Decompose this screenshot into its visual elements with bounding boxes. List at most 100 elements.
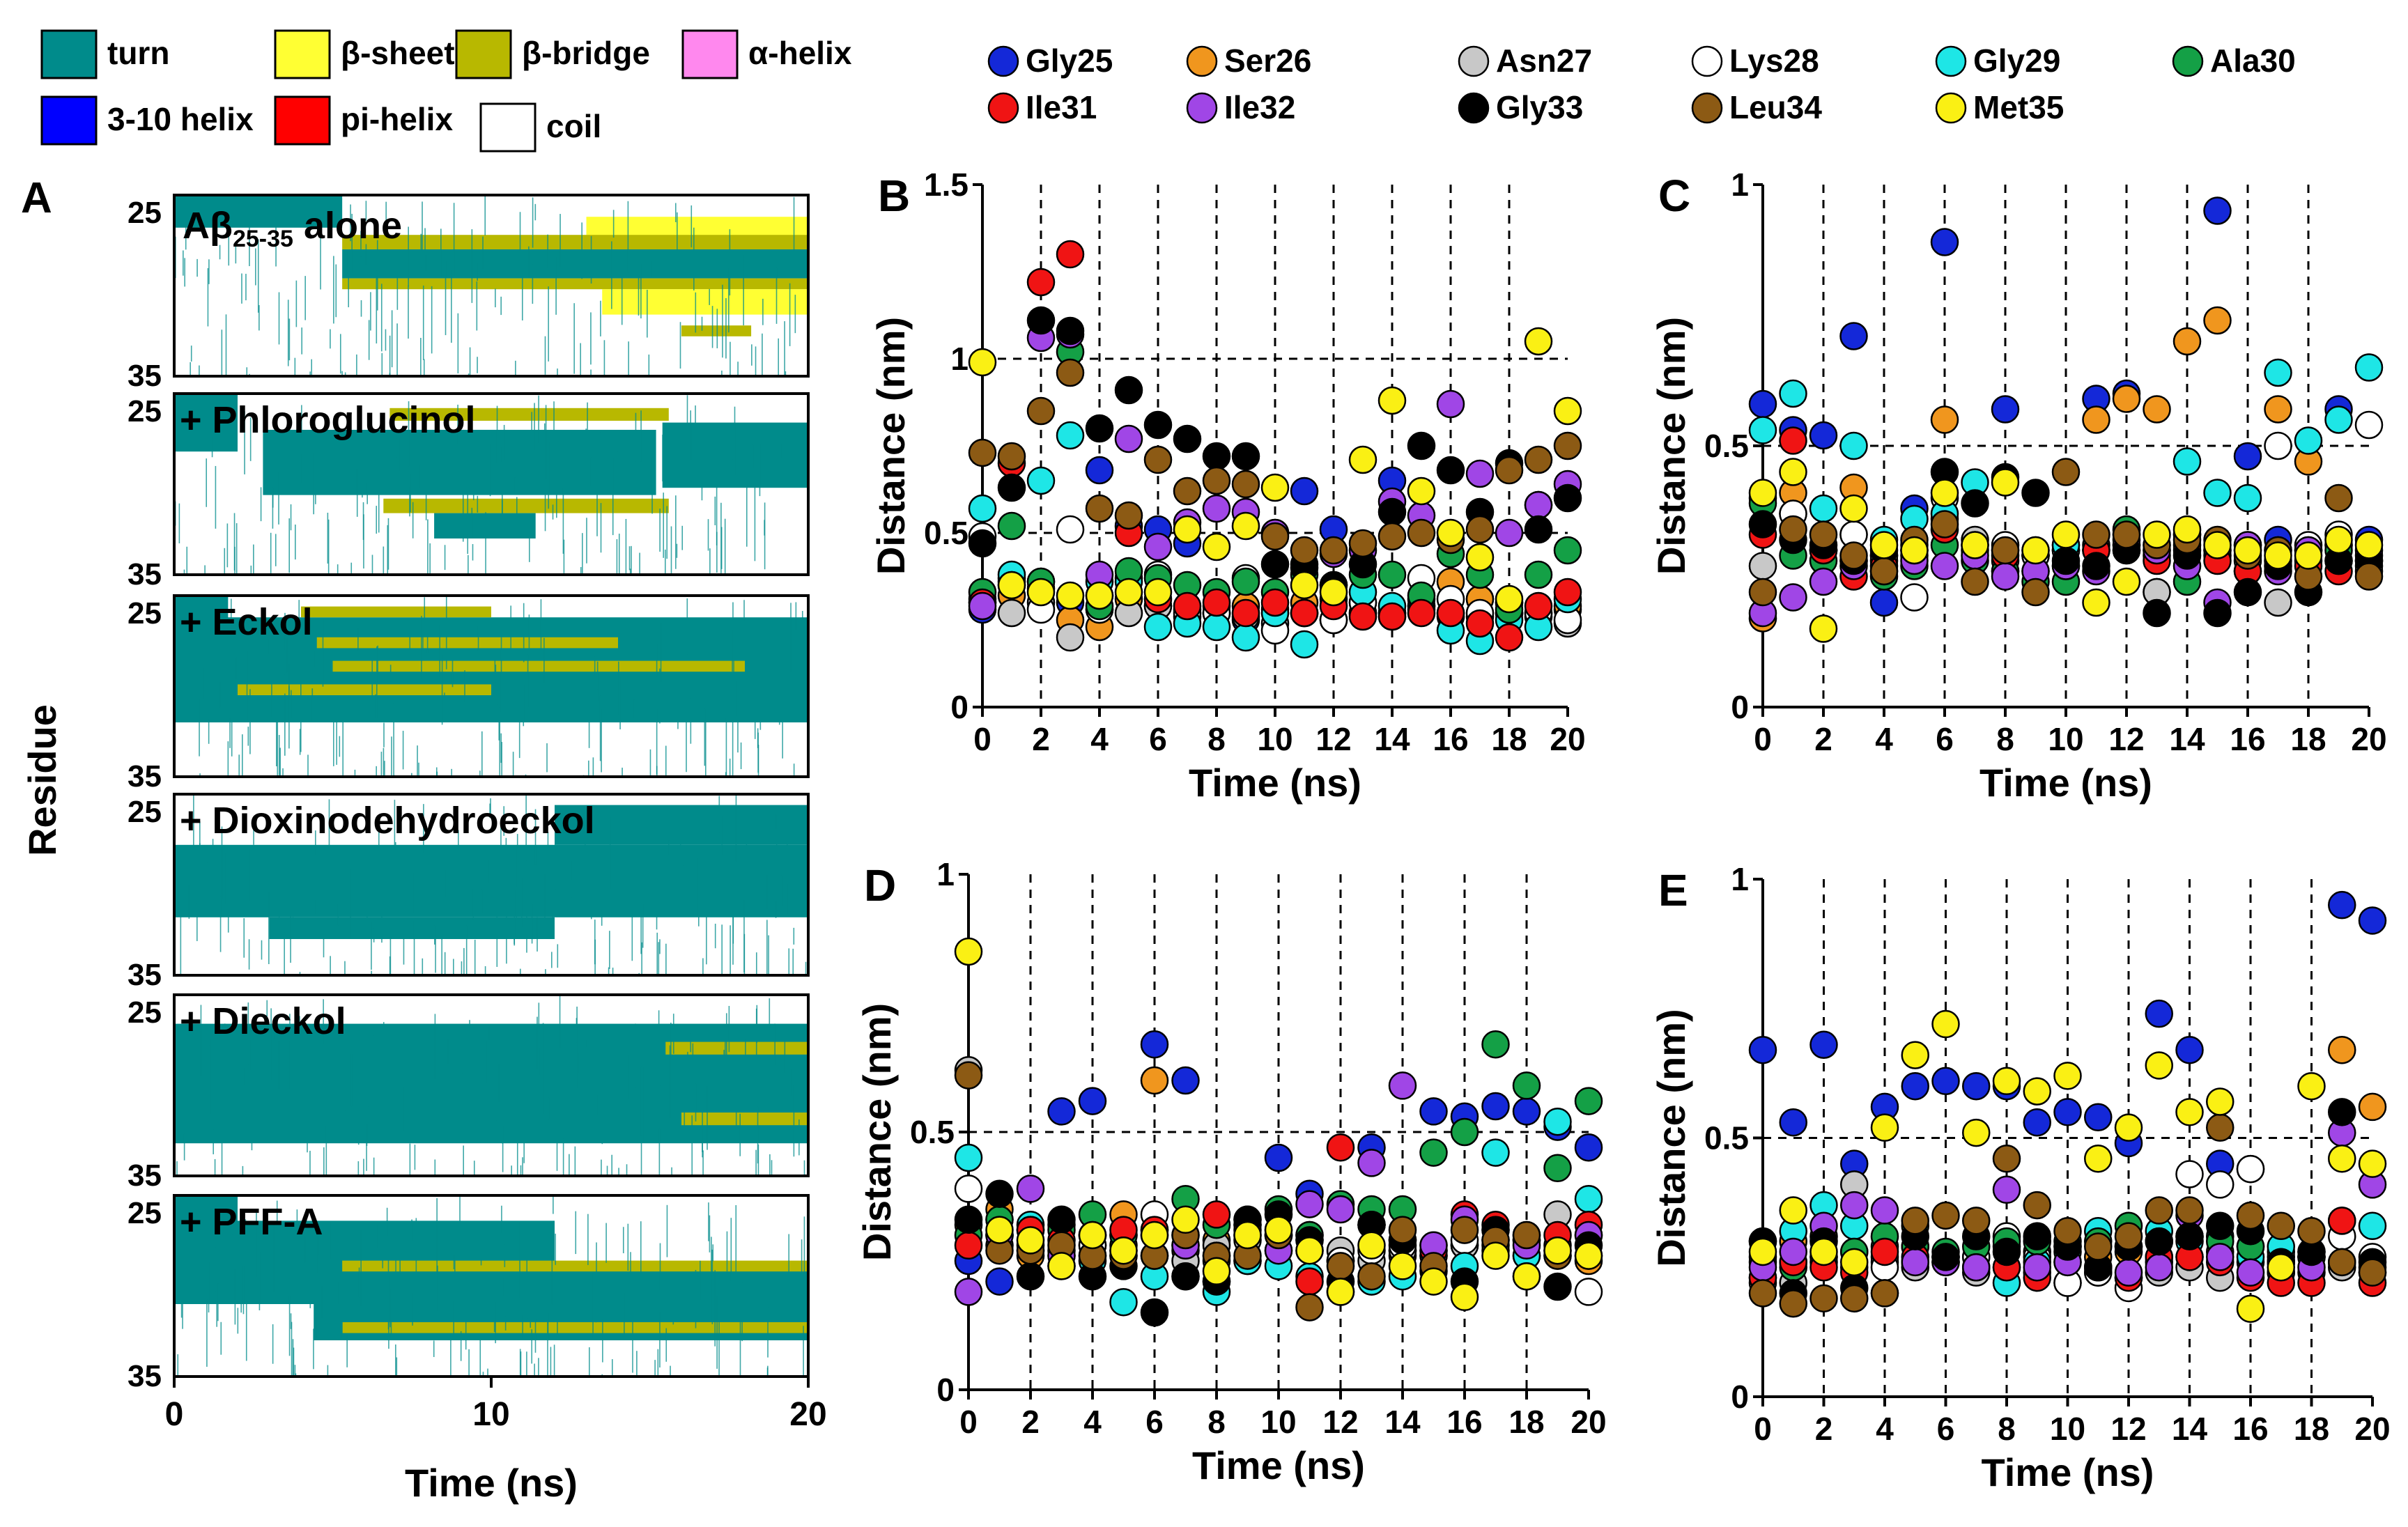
point-leu34 [1260, 522, 1290, 551]
y-axis-label: Distance (nm) [855, 1003, 899, 1261]
x-tick-label: 6 [1149, 721, 1167, 757]
point-leu34 [1779, 515, 1807, 544]
point-met35 [1465, 543, 1495, 572]
point-gly29 [2294, 426, 2323, 455]
point-gly29 [1056, 421, 1085, 450]
point-met35 [1419, 1267, 1448, 1296]
point-ile32 [1962, 1253, 1991, 1282]
point-gly25 [1901, 1071, 1929, 1101]
point-leu34 [1319, 536, 1348, 565]
point-met35 [1748, 479, 1777, 507]
point-lys28 [1900, 583, 1929, 612]
point-ile32 [1779, 583, 1807, 612]
point-met35 [2233, 536, 2262, 565]
point-leu34 [2236, 1201, 2265, 1230]
point-met35 [2297, 1071, 2326, 1101]
point-gly33 [1026, 306, 1056, 335]
structure-segment-turn [434, 513, 536, 538]
y-tick-label: 0 [936, 1372, 955, 1408]
point-gly33 [1260, 550, 1290, 579]
legend-marker-leu34 [1691, 92, 1723, 124]
point-leu34 [997, 442, 1026, 471]
point-met35 [1202, 1257, 1231, 1286]
point-ala30 [1481, 1030, 1510, 1059]
point-gly33 [2175, 1222, 2204, 1250]
x-tick-label: 4 [1083, 1404, 1102, 1440]
x-tick-label: 16 [2232, 1411, 2268, 1447]
structure-segment-bridge [681, 325, 752, 336]
point-gly25 [1779, 1108, 1807, 1137]
row-title-alone: Aβ25-35 alone [183, 205, 402, 252]
point-leu34 [1388, 1216, 1417, 1244]
point-met35 [1173, 515, 1202, 544]
point-met35 [1901, 1041, 1929, 1069]
point-gly33 [1436, 456, 1465, 485]
point-leu34 [2145, 1196, 2173, 1225]
point-met35 [2203, 531, 2232, 559]
point-gly29 [2203, 479, 2232, 507]
point-met35 [1295, 1236, 1324, 1265]
point-gly25 [1574, 1133, 1603, 1162]
point-gly29 [1543, 1107, 1572, 1136]
point-ile32 [1992, 1175, 2021, 1204]
y-axis-label: Distance (nm) [1649, 317, 1693, 575]
point-met35 [2023, 1077, 2051, 1106]
point-ser26 [2264, 395, 2292, 424]
point-leu34 [1295, 1293, 1324, 1321]
legend-label-asn27: Asn27 [1496, 42, 1592, 79]
point-met35 [1748, 1237, 1777, 1266]
point-gly33 [1553, 483, 1582, 513]
point-met35 [1388, 1252, 1417, 1280]
point-gly33 [2206, 1211, 2235, 1241]
point-leu34 [1348, 529, 1377, 558]
point-ala30 [1543, 1154, 1572, 1183]
x-tick-label: 16 [2230, 721, 2265, 757]
point-ile31 [1870, 1237, 1899, 1266]
point-met35 [1114, 578, 1143, 607]
point-gly33 [1173, 424, 1202, 454]
point-gly33 [1056, 316, 1085, 346]
panel-a-x-tick-label: 20 [789, 1396, 826, 1433]
point-met35 [2324, 525, 2353, 555]
legend-label-ala30: Ala30 [2210, 42, 2296, 79]
y-tick-label: 1 [1731, 861, 1749, 897]
x-tick-label: 20 [1550, 721, 1585, 757]
point-ile31 [2328, 1207, 2356, 1235]
point-leu34 [2206, 1113, 2235, 1142]
point-met35 [2175, 1098, 2204, 1126]
point-leu34 [1779, 1289, 1807, 1318]
point-met35 [1260, 473, 1290, 502]
panel-label-c: C [1658, 171, 1690, 221]
point-met35 [2114, 1113, 2143, 1142]
point-ala30 [1377, 560, 1407, 589]
point-gly33 [1143, 410, 1173, 440]
legend-marker-gly29 [1935, 45, 1967, 77]
x-tick-label: 2 [1021, 1404, 1040, 1440]
legend-label-gly33: Gly33 [1496, 89, 1583, 125]
y-tick-label: 0 [950, 689, 968, 725]
x-tick-label: 2 [1032, 721, 1050, 757]
legend-label-turn: turn [107, 35, 169, 71]
point-gly25 [2233, 442, 2262, 471]
point-gly33 [1047, 1205, 1076, 1234]
x-tick-label: 12 [2110, 1411, 2146, 1447]
point-leu34 [2023, 1191, 2051, 1220]
point-lys28 [2264, 431, 2292, 460]
point-gly33 [1231, 442, 1260, 471]
point-gly25 [1930, 228, 1959, 256]
point-met35 [2143, 520, 2171, 549]
y-tick-label: 1.5 [924, 166, 968, 203]
point-ile32 [1295, 1190, 1324, 1218]
point-gly25 [2328, 890, 2356, 920]
residue-tick-bottom: 35 [128, 759, 162, 793]
point-met35 [2172, 515, 2202, 544]
structure-segment-turn [342, 249, 808, 279]
point-ile32 [1357, 1149, 1386, 1177]
point-met35 [2084, 1144, 2113, 1173]
panel-a-x-tick-label: 10 [472, 1396, 509, 1433]
legend-swatch-bridge [455, 29, 512, 79]
point-leu34 [1512, 1220, 1541, 1250]
point-met35 [1202, 532, 1231, 561]
point-met35 [1962, 1118, 1991, 1147]
